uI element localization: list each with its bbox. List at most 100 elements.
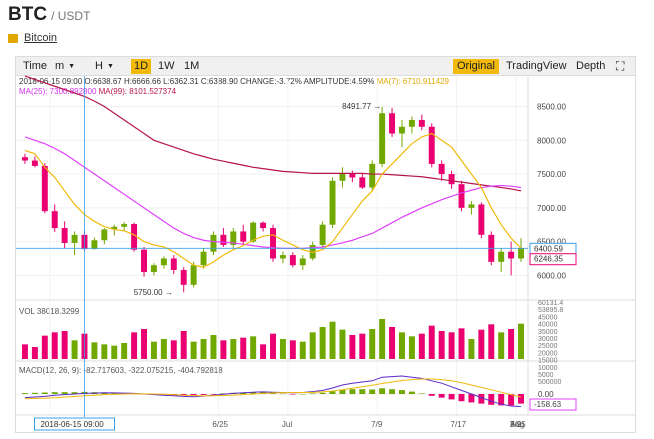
volume-bar bbox=[309, 332, 316, 359]
price-tick-label: 6000.00 bbox=[537, 271, 566, 280]
candle-body bbox=[468, 204, 475, 208]
candle-body bbox=[389, 113, 396, 134]
ma99-line bbox=[24, 75, 522, 192]
candle-body bbox=[319, 224, 326, 245]
interval-1d-button[interactable]: 1D bbox=[131, 59, 152, 74]
macd-histogram-bar bbox=[200, 394, 207, 395]
volume-bar bbox=[518, 323, 525, 359]
candle-body bbox=[379, 113, 386, 164]
tradingview-button[interactable]: TradingView bbox=[506, 60, 567, 72]
candle-body bbox=[51, 211, 58, 229]
macd-zero-label: 0.00 bbox=[538, 390, 554, 399]
candle-body bbox=[339, 174, 346, 181]
interval-1m-button[interactable]: 1M bbox=[184, 60, 200, 72]
depth-button[interactable]: Depth bbox=[576, 60, 606, 72]
bitcoin-info-link[interactable]: Bitcoin bbox=[24, 32, 58, 44]
candle-body bbox=[349, 174, 356, 178]
price-tick-label: 6500.00 bbox=[537, 238, 566, 247]
volume-bar bbox=[170, 340, 177, 359]
ma7-line bbox=[24, 132, 522, 268]
volume-bar bbox=[101, 344, 108, 359]
grid-lines bbox=[16, 106, 528, 276]
candle-body bbox=[160, 258, 167, 266]
price-tick-label: 7000.00 bbox=[537, 204, 566, 213]
volume-bar bbox=[299, 341, 306, 359]
minute-dropdown[interactable]: m ▼ bbox=[52, 59, 78, 74]
ma25-legend: MA(25): 7300.892800 bbox=[19, 87, 97, 96]
macd-histogram-bar bbox=[270, 393, 276, 394]
volume-bar bbox=[468, 339, 475, 359]
volume-bar bbox=[41, 335, 48, 359]
time-tick-label: 7/17 bbox=[451, 420, 467, 429]
volume-bar bbox=[408, 336, 415, 359]
volume-bar bbox=[190, 341, 197, 359]
volume-bar bbox=[260, 344, 267, 359]
fullscreen-icon[interactable]: ⛶ bbox=[616, 59, 625, 73]
crosshair-date-label: 2018-06-15 09:00 bbox=[40, 420, 104, 429]
candle-body bbox=[399, 126, 405, 134]
candlestick-chart[interactable]: 8491.77 → 5750.00 → 8500.00 8000.00 7500.00… bbox=[16, 57, 636, 433]
volume-tick-label: 60131.4 bbox=[538, 300, 563, 307]
volume-bar bbox=[121, 343, 128, 359]
volume-bar bbox=[240, 337, 247, 359]
volume-bar bbox=[458, 328, 465, 359]
macd-histogram-bar bbox=[399, 390, 405, 394]
macd-panel bbox=[16, 375, 528, 408]
candle-body bbox=[359, 177, 366, 188]
macd-line bbox=[24, 375, 522, 408]
macd-histogram-bar bbox=[468, 394, 475, 403]
candle-body bbox=[31, 160, 38, 166]
candle-body bbox=[518, 248, 525, 259]
volume-bar bbox=[51, 332, 58, 359]
candle-body bbox=[111, 226, 118, 230]
candle-body bbox=[230, 231, 237, 245]
volume-bar bbox=[160, 339, 167, 359]
macd-histogram-bar bbox=[349, 389, 356, 394]
macd-histogram-bar bbox=[319, 392, 326, 394]
interval-1w-button[interactable]: 1W bbox=[158, 60, 175, 72]
volume-bar bbox=[508, 329, 515, 359]
candle-body bbox=[438, 163, 445, 175]
candle-body bbox=[41, 165, 48, 212]
volume-bar bbox=[349, 335, 356, 359]
volume-bar bbox=[438, 331, 445, 359]
high-price-label: 8491.77 → bbox=[342, 102, 381, 111]
volume-bar bbox=[91, 342, 98, 359]
macd-histogram-bar bbox=[41, 392, 48, 394]
time-tick-label: Jul bbox=[282, 420, 292, 429]
candle-body bbox=[190, 265, 197, 285]
pair-header: BTC / USDT bbox=[8, 4, 90, 26]
candle-body bbox=[498, 251, 505, 262]
price-tick-label: 8500.00 bbox=[537, 103, 566, 112]
candle-body bbox=[279, 255, 286, 259]
info-row: Bitcoin bbox=[8, 32, 57, 44]
candle-body bbox=[61, 228, 68, 243]
volume-bar bbox=[200, 339, 207, 359]
volume-bar bbox=[180, 331, 187, 359]
candle-body bbox=[21, 157, 28, 161]
hour-dropdown[interactable]: H ▼ bbox=[92, 59, 117, 74]
macd-histogram-bar bbox=[61, 392, 68, 394]
crosshair-date-tag bbox=[33, 417, 115, 431]
candle-body bbox=[329, 180, 336, 225]
volume-bar bbox=[61, 331, 68, 359]
original-view-button[interactable]: Original bbox=[453, 59, 499, 74]
candle-body bbox=[508, 251, 515, 259]
candle-body bbox=[428, 126, 435, 164]
macd-value-tag bbox=[529, 398, 577, 411]
time-tick-label: Aug bbox=[510, 420, 524, 429]
vertical-grid bbox=[49, 76, 517, 415]
ohlc-legend: 2018-06-15 09:00 O:6638.67 H:6666.66 L:6… bbox=[19, 77, 449, 86]
macd-histogram-bar bbox=[190, 394, 197, 396]
volume-bar bbox=[31, 347, 38, 359]
candle-body bbox=[299, 258, 306, 266]
macd-histogram-bar bbox=[250, 392, 257, 394]
macd-histogram-bar bbox=[359, 389, 366, 394]
macd-histogram-bar bbox=[428, 394, 435, 396]
candle-body bbox=[91, 240, 98, 250]
volume-bar bbox=[498, 332, 505, 359]
macd-histogram-bar bbox=[458, 394, 465, 402]
volume-bar bbox=[319, 327, 326, 359]
time-button[interactable]: Time bbox=[23, 60, 48, 72]
